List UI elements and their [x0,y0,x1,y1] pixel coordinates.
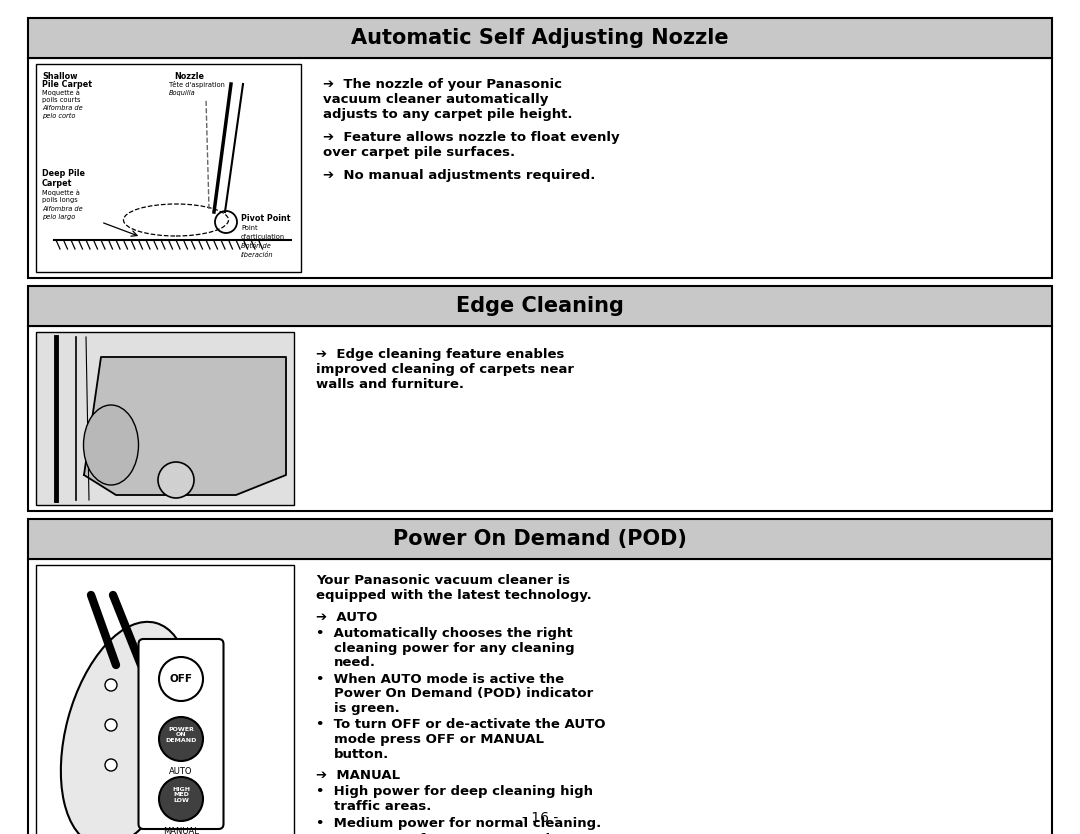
Bar [36,332,294,505]
Ellipse shape [60,622,191,834]
Text: d'articulation: d'articulation [241,234,285,240]
Text: vacuum cleaner automatically: vacuum cleaner automatically [323,93,549,106]
Text: Tête d'aspiration: Tête d'aspiration [168,81,225,88]
Text: - 16 -: - 16 - [522,811,558,825]
Bar [28,559,1052,834]
Text: mode press OFF or MANUAL: mode press OFF or MANUAL [334,733,544,746]
Text: Carpet: Carpet [42,179,72,188]
Text: Botón de: Botón de [241,243,271,249]
Text: pelo corto: pelo corto [42,113,76,119]
Bar [28,286,1052,326]
Text: Power On Demand (POD) indicator: Power On Demand (POD) indicator [334,687,593,701]
Text: ➔  MANUAL: ➔ MANUAL [316,769,400,782]
Text: Edge Cleaning: Edge Cleaning [456,296,624,316]
FancyBboxPatch shape [138,639,224,829]
Text: OFF: OFF [170,674,192,684]
Text: Nozzle: Nozzle [174,72,204,81]
Text: improved cleaning of carpets near: improved cleaning of carpets near [316,363,573,376]
Text: ➔  Edge cleaning feature enables: ➔ Edge cleaning feature enables [316,348,565,361]
Text: cleaning power for any cleaning: cleaning power for any cleaning [334,642,575,655]
Text: Pivot Point: Pivot Point [241,214,291,223]
Text: pelo largo: pelo largo [42,214,76,220]
Text: Moquette à: Moquette à [42,89,80,96]
Bar [36,565,294,834]
Text: poils courts: poils courts [42,97,81,103]
Text: walls and furniture.: walls and furniture. [316,378,464,391]
Text: Shallow: Shallow [42,72,78,81]
Text: •  Medium power for normal cleaning.: • Medium power for normal cleaning. [316,816,602,830]
Text: Deep Pile: Deep Pile [42,169,85,178]
Text: •  Low power for area rugs and: • Low power for area rugs and [316,833,550,834]
Bar [28,519,1052,559]
Bar [36,64,301,272]
Text: over carpet pile surfaces.: over carpet pile surfaces. [323,146,515,159]
Text: Point: Point [241,225,258,231]
Circle shape [158,462,194,498]
Text: need.: need. [334,656,376,670]
Text: Moquette à: Moquette à [42,189,80,195]
Text: is green.: is green. [334,702,400,715]
Circle shape [105,759,117,771]
Text: Automatic Self Adjusting Nozzle: Automatic Self Adjusting Nozzle [351,28,729,48]
Text: MANUAL: MANUAL [163,827,199,834]
Text: •  When AUTO mode is active the: • When AUTO mode is active the [316,673,564,686]
Text: •  High power for deep cleaning high: • High power for deep cleaning high [316,786,593,798]
Circle shape [159,657,203,701]
Circle shape [105,679,117,691]
Bar [28,326,1052,511]
Text: HIGH
MED
LOW: HIGH MED LOW [172,786,190,803]
Text: equipped with the latest technology.: equipped with the latest technology. [316,589,592,601]
Circle shape [159,777,203,821]
Bar [28,18,1052,58]
Text: •  To turn OFF or de-activate the AUTO: • To turn OFF or de-activate the AUTO [316,719,606,731]
Text: Your Panasonic vacuum cleaner is: Your Panasonic vacuum cleaner is [316,574,570,587]
Text: ➔  The nozzle of your Panasonic: ➔ The nozzle of your Panasonic [323,78,562,91]
Bar [28,58,1052,278]
Text: Power On Demand (POD): Power On Demand (POD) [393,529,687,549]
Ellipse shape [83,405,138,485]
Text: POWER
ON
DEMAND: POWER ON DEMAND [165,726,197,743]
Polygon shape [84,357,286,495]
Text: traffic areas.: traffic areas. [334,800,431,813]
Text: Alfombra de: Alfombra de [42,206,83,212]
Text: Pile Carpet: Pile Carpet [42,80,92,89]
Text: Boquilla: Boquilla [168,90,195,96]
Text: ➔  AUTO: ➔ AUTO [316,611,377,624]
Text: adjusts to any carpet pile height.: adjusts to any carpet pile height. [323,108,572,121]
Text: button.: button. [334,747,389,761]
Text: Alfombra de: Alfombra de [42,105,83,111]
Circle shape [105,719,117,731]
Text: liberación: liberación [241,252,273,258]
Text: •  Automatically chooses the right: • Automatically chooses the right [316,627,572,641]
Circle shape [159,717,203,761]
Text: poils longs: poils longs [42,197,78,203]
Text: AUTO: AUTO [170,767,192,776]
Text: ➔  No manual adjustments required.: ➔ No manual adjustments required. [323,169,595,182]
Text: ➔  Feature allows nozzle to float evenly: ➔ Feature allows nozzle to float evenly [323,131,620,144]
